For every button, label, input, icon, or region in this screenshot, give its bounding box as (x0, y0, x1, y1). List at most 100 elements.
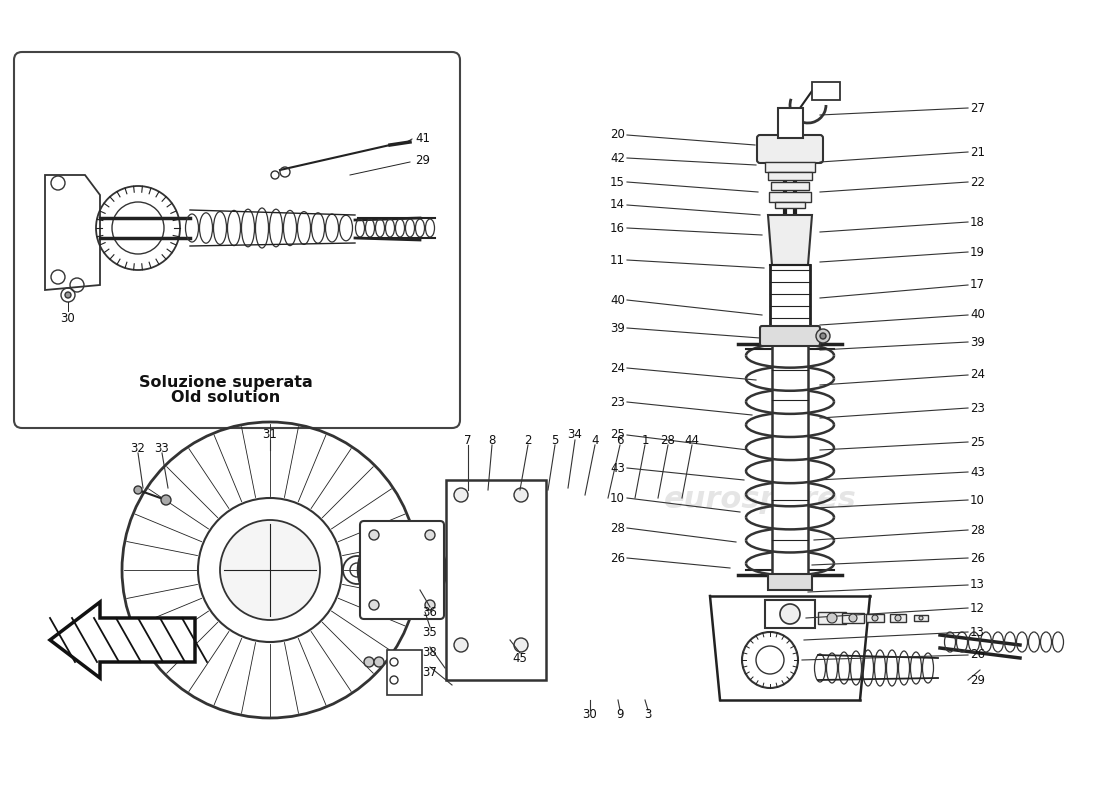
Text: 26: 26 (970, 551, 985, 565)
Polygon shape (50, 602, 195, 678)
Text: 4: 4 (592, 434, 598, 446)
Bar (772, 344, 808, 574)
Text: 32: 32 (131, 442, 145, 454)
Text: 31: 31 (263, 429, 277, 442)
Text: 22: 22 (970, 175, 985, 189)
Bar (778, 108, 803, 138)
Circle shape (368, 530, 379, 540)
Circle shape (514, 638, 528, 652)
Bar (387, 650, 422, 695)
Text: 24: 24 (610, 362, 625, 374)
Text: 40: 40 (970, 309, 985, 322)
Text: 21: 21 (970, 146, 985, 158)
Circle shape (816, 329, 831, 343)
Text: 23: 23 (610, 395, 625, 409)
Circle shape (161, 495, 170, 505)
Text: 36: 36 (422, 606, 438, 618)
Text: 28: 28 (661, 434, 675, 446)
Text: eurospares: eurospares (663, 486, 857, 514)
Text: 25: 25 (610, 429, 625, 442)
Text: 43: 43 (610, 462, 625, 474)
Bar (866, 614, 884, 622)
Text: 8: 8 (488, 434, 496, 446)
Text: 24: 24 (970, 369, 985, 382)
Text: 38: 38 (422, 646, 438, 658)
Bar (818, 612, 846, 624)
Text: 13: 13 (970, 626, 985, 638)
Circle shape (895, 615, 901, 621)
Text: 1: 1 (641, 434, 649, 446)
Text: 39: 39 (970, 335, 985, 349)
Circle shape (220, 520, 320, 620)
Text: 28: 28 (610, 522, 625, 534)
Bar (768, 172, 812, 180)
Text: Old solution: Old solution (172, 390, 280, 406)
Text: 7: 7 (464, 434, 472, 446)
Bar (764, 162, 815, 172)
Circle shape (65, 292, 72, 298)
Circle shape (368, 600, 379, 610)
Text: 27: 27 (970, 102, 985, 114)
Bar (768, 574, 812, 590)
Text: 6: 6 (616, 434, 624, 446)
Circle shape (780, 604, 800, 624)
Circle shape (820, 333, 826, 339)
Text: 39: 39 (610, 322, 625, 334)
Text: 18: 18 (970, 215, 985, 229)
Text: 30: 30 (583, 709, 597, 722)
Text: 23: 23 (970, 402, 985, 414)
Text: 14: 14 (610, 198, 625, 211)
Bar (446, 480, 546, 680)
Text: 3: 3 (645, 709, 651, 722)
Text: 13: 13 (970, 578, 985, 591)
Text: 26: 26 (970, 649, 985, 662)
Circle shape (374, 657, 384, 667)
Text: eurospares: eurospares (243, 295, 437, 325)
Text: 11: 11 (610, 254, 625, 266)
Text: 2: 2 (525, 434, 531, 446)
Circle shape (849, 614, 857, 622)
Bar (771, 182, 808, 190)
FancyBboxPatch shape (757, 135, 823, 163)
Circle shape (454, 638, 467, 652)
Bar (890, 614, 906, 622)
Circle shape (514, 488, 528, 502)
FancyBboxPatch shape (760, 326, 820, 346)
Text: 42: 42 (610, 151, 625, 165)
Text: 19: 19 (970, 246, 985, 258)
Text: 20: 20 (610, 129, 625, 142)
Text: 9: 9 (616, 709, 624, 722)
Bar (812, 82, 840, 100)
Text: 10: 10 (970, 494, 985, 506)
Text: 37: 37 (422, 666, 438, 678)
Text: 15: 15 (610, 175, 625, 189)
FancyBboxPatch shape (360, 521, 444, 619)
Text: Soluzione superata: Soluzione superata (139, 374, 312, 390)
Text: 12: 12 (970, 602, 985, 614)
Bar (914, 615, 928, 621)
Circle shape (134, 486, 142, 494)
Text: 45: 45 (513, 651, 527, 665)
Circle shape (425, 600, 435, 610)
Text: 35: 35 (422, 626, 438, 638)
Bar (842, 613, 864, 623)
Text: 29: 29 (415, 154, 430, 166)
Text: 44: 44 (684, 434, 700, 446)
Text: 16: 16 (610, 222, 625, 234)
Text: 25: 25 (970, 435, 985, 449)
Circle shape (425, 530, 435, 540)
Text: 28: 28 (970, 523, 985, 537)
Text: 43: 43 (970, 466, 985, 478)
Text: 40: 40 (610, 294, 625, 306)
Bar (776, 202, 805, 208)
Circle shape (872, 615, 878, 621)
Text: 41: 41 (415, 131, 430, 145)
Text: 33: 33 (155, 442, 169, 454)
Text: 30: 30 (60, 311, 76, 325)
Text: 5: 5 (551, 434, 559, 446)
Circle shape (918, 616, 923, 620)
Text: 10: 10 (610, 491, 625, 505)
Text: 29: 29 (970, 674, 985, 686)
Bar (764, 600, 815, 628)
Bar (769, 192, 811, 202)
